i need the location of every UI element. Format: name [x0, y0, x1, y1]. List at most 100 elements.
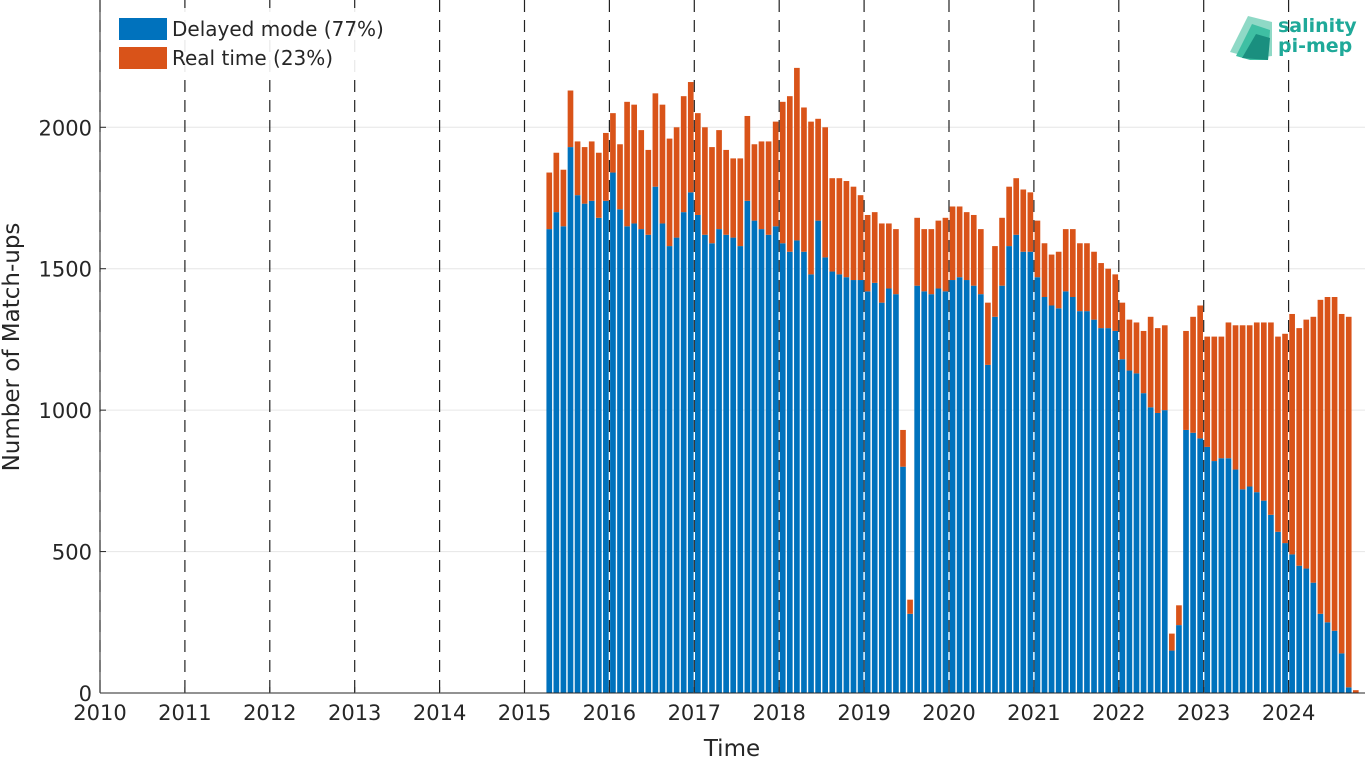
bar-realtime	[652, 93, 659, 187]
bar-realtime	[553, 152, 560, 213]
x-tick-label: 2024	[1262, 701, 1315, 725]
x-tick-label: 2015	[498, 701, 551, 725]
bar-realtime	[588, 141, 595, 201]
bar-delayed	[1239, 489, 1246, 693]
bar-realtime	[1084, 243, 1090, 312]
bar-realtime	[836, 178, 843, 275]
bar-realtime	[886, 223, 892, 289]
bar-delayed	[1289, 554, 1295, 693]
bar-delayed	[652, 186, 659, 693]
bar-delayed	[610, 172, 616, 694]
bar-delayed	[935, 288, 942, 693]
bar-delayed	[1331, 630, 1338, 693]
bar-realtime	[935, 220, 942, 289]
bar-delayed	[1133, 373, 1140, 693]
bar-realtime	[850, 186, 857, 281]
x-tick-label: 2016	[583, 701, 636, 725]
bar-delayed	[786, 251, 793, 693]
bar-delayed	[864, 291, 871, 693]
bar-realtime	[695, 113, 701, 215]
bar-realtime	[610, 113, 616, 173]
bar-delayed	[850, 280, 857, 693]
bar-realtime	[1020, 189, 1027, 252]
bar-realtime	[808, 121, 814, 275]
bar-realtime	[829, 178, 836, 272]
bar-delayed	[680, 212, 687, 693]
bar-delayed	[808, 274, 814, 693]
bar-realtime	[1253, 322, 1260, 493]
salinity-pi-mep-logo: salinity pi-mep	[1230, 15, 1357, 60]
legend-swatch-realtime	[119, 47, 167, 69]
bar-delayed	[546, 229, 553, 693]
bar-delayed	[695, 214, 701, 693]
bar-delayed	[886, 288, 892, 693]
bar-delayed	[673, 237, 680, 693]
legend-entry-delayed: Delayed mode (77%)	[172, 17, 384, 41]
bar-delayed	[659, 223, 666, 693]
bar-realtime	[1338, 313, 1345, 654]
x-tick-label: 2022	[1092, 701, 1145, 725]
bar-delayed	[1310, 582, 1317, 693]
x-axis-label: Time	[703, 736, 760, 758]
bar-delayed	[1098, 328, 1104, 693]
bar-realtime	[871, 212, 878, 283]
bar-delayed	[687, 192, 694, 694]
bar-delayed	[1091, 319, 1097, 693]
bar-delayed	[553, 212, 560, 693]
bar-delayed	[751, 220, 758, 693]
bar-delayed	[1055, 308, 1062, 693]
y-tick-label: 500	[52, 541, 92, 565]
bar-realtime	[900, 429, 906, 467]
bar-realtime	[1069, 229, 1076, 297]
bar-realtime	[744, 115, 751, 201]
bar-delayed	[970, 285, 977, 693]
bar-delayed	[567, 147, 574, 694]
bar-realtime	[1006, 186, 1012, 247]
bar-realtime	[709, 147, 715, 244]
bar-realtime	[567, 90, 574, 148]
bar-realtime	[1239, 325, 1246, 490]
bar-delayed	[1020, 251, 1027, 693]
bar-delayed	[624, 226, 630, 694]
bar-delayed	[921, 291, 928, 693]
bar-realtime	[893, 229, 899, 295]
bar-delayed	[1232, 469, 1239, 693]
bar-realtime	[1190, 316, 1196, 433]
legend-swatch-delayed	[119, 18, 167, 40]
bar-delayed	[645, 234, 652, 693]
bar-delayed	[836, 274, 843, 693]
bar-delayed	[1317, 613, 1324, 693]
bar-delayed	[1062, 291, 1069, 693]
bar-realtime	[1126, 319, 1133, 371]
bar-delayed	[1013, 234, 1020, 693]
bar-realtime	[645, 149, 652, 235]
bar-delayed	[765, 234, 772, 693]
y-tick-label: 2000	[39, 116, 92, 140]
bar-delayed	[1105, 328, 1112, 693]
bar-realtime	[1331, 297, 1338, 631]
x-tick-label: 2019	[837, 701, 890, 725]
bar-realtime	[1048, 254, 1055, 306]
x-tick-label: 2021	[1007, 701, 1060, 725]
bar-delayed	[794, 240, 800, 693]
bar-delayed	[638, 229, 645, 693]
bar-delayed	[744, 200, 751, 694]
bar-delayed	[709, 243, 715, 693]
bar-realtime	[914, 217, 920, 286]
bar-realtime	[1169, 633, 1175, 651]
bar-realtime	[617, 144, 623, 210]
bar-realtime	[1098, 263, 1104, 329]
bar-delayed	[978, 294, 984, 693]
bar-realtime	[1260, 322, 1267, 501]
bar-realtime	[1041, 243, 1048, 297]
x-tick-label: 2010	[73, 701, 126, 725]
bar-delayed	[1147, 407, 1154, 693]
logo-pi-mep-text: pi-mep	[1278, 35, 1352, 57]
y-axis-label: Number of Match-ups	[0, 223, 25, 472]
bar-delayed	[758, 229, 765, 693]
bar-delayed	[1218, 458, 1225, 693]
bar-realtime	[687, 82, 694, 193]
bar-delayed	[878, 302, 885, 693]
bar-realtime	[857, 195, 864, 281]
bar-realtime	[992, 246, 998, 317]
